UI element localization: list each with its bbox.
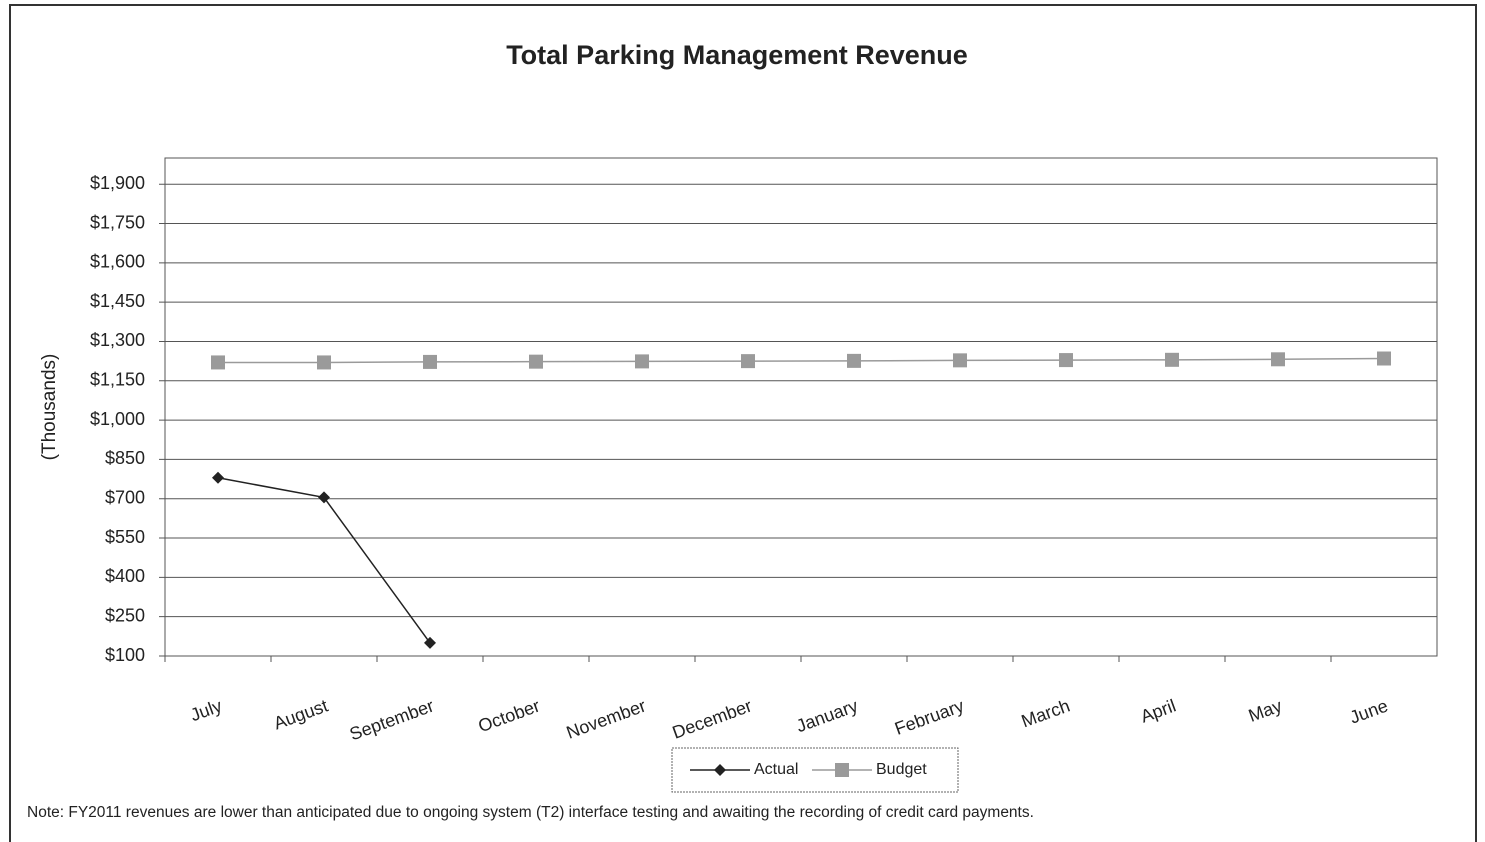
note: Note: FY2011 revenues are lower than ant… xyxy=(27,804,1034,821)
y-axis-label: (Thousands) xyxy=(39,354,60,461)
y-tick-label: $700 xyxy=(105,487,145,507)
y-tick-label: $1,300 xyxy=(90,330,145,350)
data-point xyxy=(847,353,861,368)
series-line xyxy=(218,357,1385,364)
legend-label: Budget xyxy=(876,761,927,778)
data-point xyxy=(529,354,543,369)
y-tick-label: $250 xyxy=(105,605,145,625)
y-tick-label: $550 xyxy=(105,527,145,547)
y-tick-label: $1,450 xyxy=(90,291,145,311)
data-point xyxy=(318,491,330,504)
data-point xyxy=(741,354,755,369)
y-tick-label: $1,750 xyxy=(90,212,145,232)
y-tick-label: $1,600 xyxy=(90,252,145,272)
data-point xyxy=(1377,351,1391,366)
y-tick-label: $1,150 xyxy=(90,370,145,390)
data-point xyxy=(1271,352,1285,367)
data-point xyxy=(317,355,331,370)
y-tick-label: $1,900 xyxy=(90,173,145,193)
legend-marker xyxy=(835,763,849,777)
data-point xyxy=(211,355,225,370)
data-point xyxy=(1165,352,1179,367)
data-point xyxy=(423,354,437,369)
y-tick-label: $850 xyxy=(105,448,145,468)
data-point xyxy=(635,354,649,369)
data-point xyxy=(212,471,224,484)
y-tick-label: $100 xyxy=(105,645,145,665)
y-tick-label: $400 xyxy=(105,566,145,586)
chart-frame xyxy=(9,4,1477,842)
y-tick-label: $1,000 xyxy=(90,409,145,429)
chart-title: Total Parking Management Revenue xyxy=(506,40,968,70)
legend-marker xyxy=(714,764,726,776)
data-point xyxy=(424,636,436,649)
data-point xyxy=(1059,353,1073,368)
data-point xyxy=(953,353,967,368)
legend-label: Actual xyxy=(754,761,798,778)
